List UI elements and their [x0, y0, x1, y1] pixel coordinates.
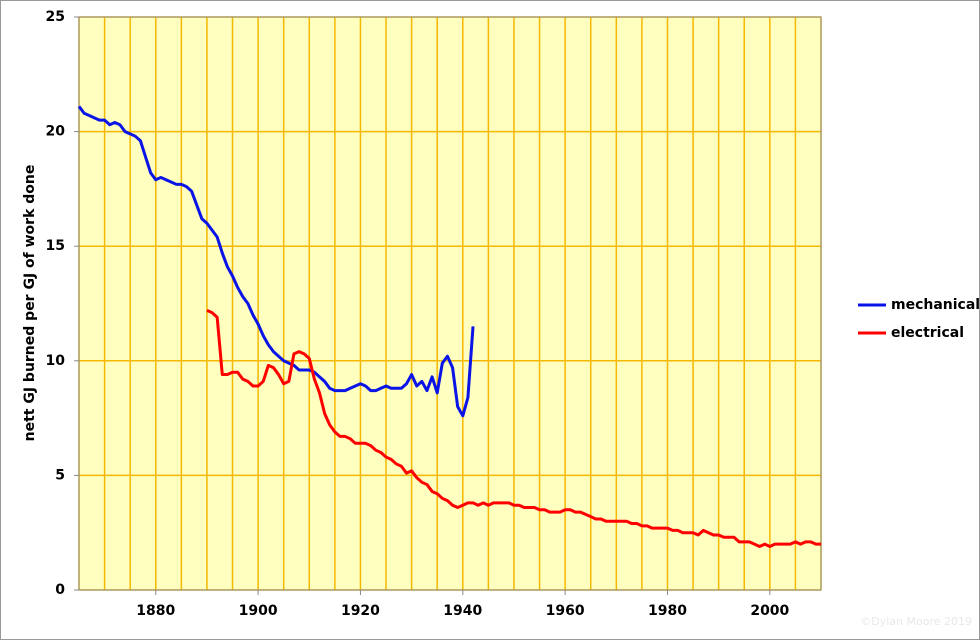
- series-line: [206, 309, 821, 548]
- y-tick-label: 10: [46, 353, 66, 369]
- plot-border: [78, 16, 822, 591]
- x-tick-label: 2000: [750, 603, 789, 619]
- x-tick-label: 1880: [136, 603, 175, 619]
- x-tick-label: 1920: [341, 603, 380, 619]
- x-tick-label: 1960: [546, 603, 585, 619]
- y-tick-label: 0: [55, 582, 65, 598]
- legend-label: electrical: [891, 325, 964, 341]
- y-tick-label: 25: [46, 9, 65, 25]
- plot-area: [79, 17, 821, 590]
- y-tick-label: 20: [46, 124, 66, 140]
- y-tick-label: 5: [55, 467, 65, 483]
- x-tick-label: 1980: [648, 603, 687, 619]
- series-line: [77, 105, 475, 418]
- y-tick-label: 15: [46, 238, 65, 254]
- x-tick-label: 1940: [443, 603, 482, 619]
- watermark: ©Dylan Moore 2019: [860, 615, 972, 628]
- x-tick-label: 1900: [239, 603, 278, 619]
- y-axis-label: nett GJ burned per GJ of work done: [22, 165, 38, 442]
- legend-label: mechanical: [891, 297, 980, 313]
